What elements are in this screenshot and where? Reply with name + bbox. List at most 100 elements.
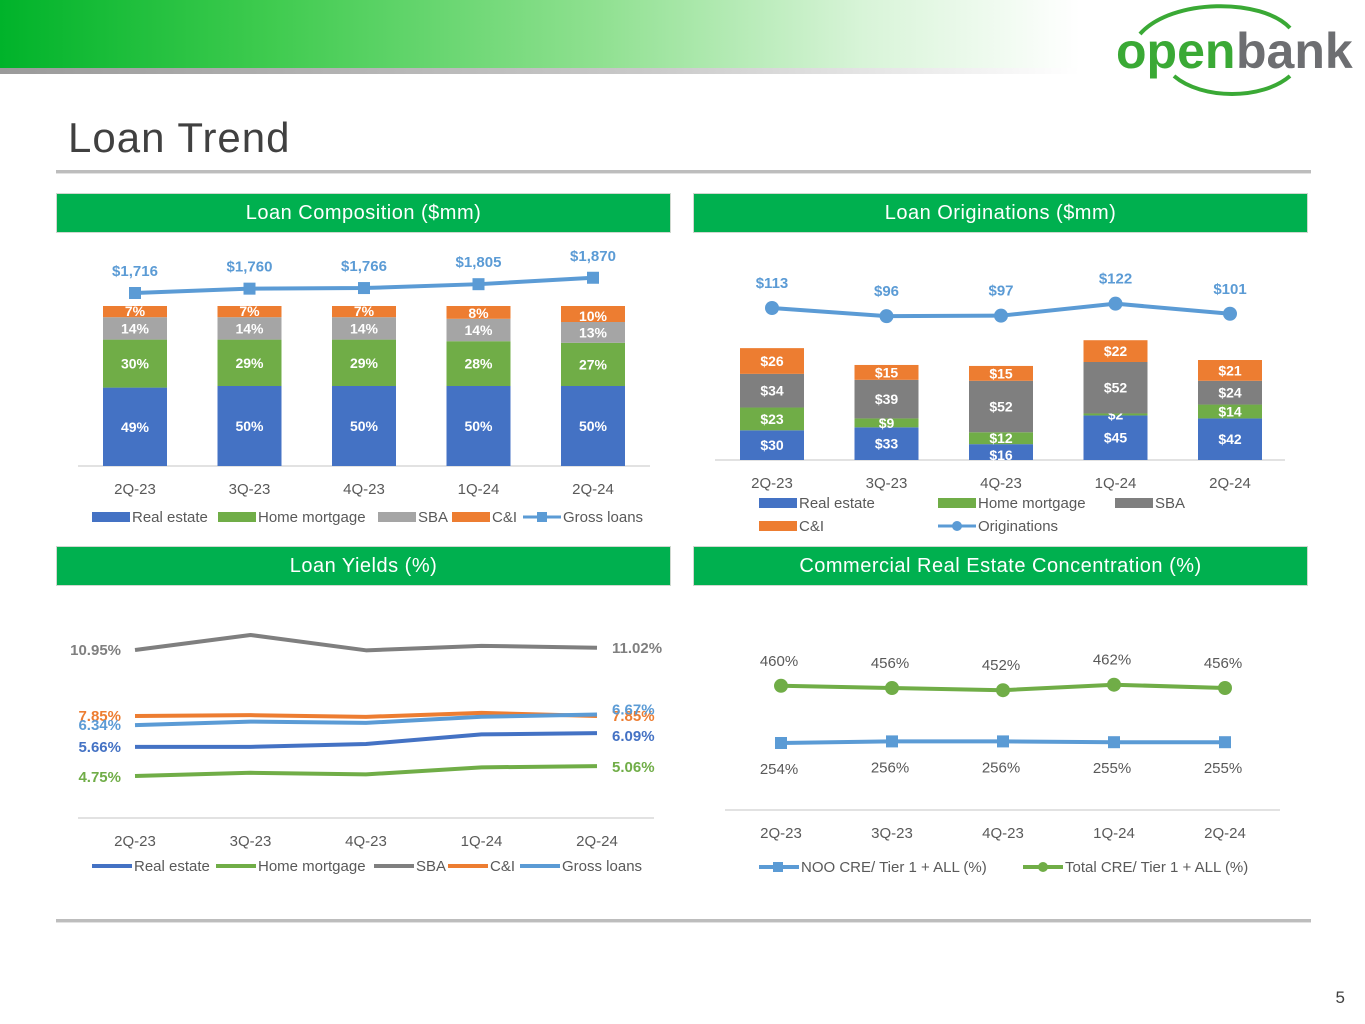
total-cre-marker — [1218, 681, 1232, 695]
bar-c-i-3q-23 — [217, 306, 282, 318]
bar-label-sba-4q-23: $52 — [989, 399, 1013, 415]
bar-label-sba-2q-24: $24 — [1218, 385, 1242, 401]
bar-label-sba-3q-23: $39 — [875, 391, 899, 407]
loan-originations-chart: $30 $23 $34 $26 2Q-23 $33 $9 $39 $15 3Q-23 $16$12 $… — [715, 271, 1285, 535]
total-cre-data-label: 462% — [1093, 652, 1131, 669]
slide-number: 5 — [1335, 988, 1345, 1007]
originations-data-label: $122 — [1099, 271, 1132, 288]
x-tick-label: 2Q-23 — [114, 833, 156, 850]
bar-label-home-mortgage-2q-23: $23 — [760, 411, 784, 427]
bar-sba-4q-23 — [332, 317, 396, 340]
c-i-start-label: 7.85% — [78, 708, 121, 725]
legend-label-real-estate: Real estate — [799, 495, 875, 512]
bar-label-sba-2q-24: 13% — [579, 324, 608, 340]
cre-panel-header: Commercial Real Estate Concentration (%) — [693, 546, 1308, 586]
bar-label-real-estate-2q-23: 49% — [121, 419, 150, 435]
bar-label-home-mortgage-2q-24: $14 — [1218, 403, 1242, 419]
noo-cre-data-label: 255% — [1204, 760, 1242, 777]
total-cre-data-label: 456% — [871, 655, 909, 672]
legend-label-gross-loans: Gross loans — [562, 858, 642, 875]
total-cre-marker — [774, 678, 788, 693]
bar-home-mortgage-3q-23 — [854, 418, 919, 428]
loan-composition-chart: 49%30%14%7%2Q-2350%29%14%7%3Q-2350%29%14… — [78, 248, 650, 526]
noo-cre-marker — [1108, 736, 1120, 749]
bar-label-c-i-2q-23: 7% — [125, 303, 146, 319]
x-tick-label: 4Q-23 — [982, 825, 1024, 842]
bar-sba-2q-24 — [561, 322, 625, 343]
bottom-divider — [56, 919, 1311, 923]
bar-c-i-3q-23 — [854, 364, 919, 380]
bar-label-real-estate-2q-23: $30 — [760, 437, 784, 453]
originations-data-label: $101 — [1213, 281, 1246, 298]
legend-label-noo-cre: NOO CRE/ Tier 1 + ALL (%) — [801, 859, 987, 876]
noo-cre-data-label: 254% — [760, 761, 798, 778]
bar-home-mortgage-2q-23 — [103, 339, 167, 388]
originations-data-label: $97 — [988, 283, 1013, 300]
bar-c-i-1q-24 — [446, 306, 511, 319]
bar-label-real-estate-4q-23: $16 — [989, 447, 1013, 463]
bar-real-estate-1q-24 — [1083, 415, 1148, 460]
originations-marker — [994, 308, 1008, 323]
bar-sba-1q-24 — [446, 318, 511, 342]
noo-cre-marker — [886, 735, 898, 748]
home-mortgage-end-label: 5.06% — [612, 759, 655, 776]
bar-home-mortgage-4q-23 — [969, 432, 1033, 445]
gross-loans-marker — [129, 287, 141, 299]
x-tick-label: 2Q-24 — [576, 833, 618, 850]
legend-label-c-i: C&I — [799, 518, 824, 535]
bar-label-real-estate-2q-24: $42 — [1218, 431, 1242, 447]
total-cre-data-label: 456% — [1204, 655, 1242, 672]
bar-real-estate-4q-23 — [332, 386, 396, 466]
bar-home-mortgage-2q-23 — [740, 407, 804, 431]
gross-loans-yield-line — [134, 712, 598, 728]
x-tick-label: 3Q-23 — [866, 475, 908, 492]
sba-yield-line — [134, 632, 598, 653]
x-tick-label: 2Q-24 — [1204, 825, 1246, 842]
bar-label-home-mortgage-2q-23: 30% — [121, 356, 150, 372]
x-tick-label: 1Q-24 — [1093, 825, 1135, 842]
x-tick-label: 2Q-24 — [572, 481, 614, 498]
bar-label-c-i-2q-24: 10% — [579, 308, 608, 324]
bar-label-real-estate-3q-23: $33 — [875, 436, 899, 452]
bar-label-real-estate-1q-24: $45 — [1104, 430, 1128, 446]
legend-label-gross-loans: Gross loans — [563, 509, 643, 526]
bar-home-mortgage-2q-24 — [561, 342, 625, 386]
logo-arc-top — [1138, 4, 1292, 36]
legend-swatch-real-estate — [759, 498, 797, 508]
bar-c-i-2q-24 — [1198, 360, 1262, 381]
x-tick-label: 2Q-23 — [760, 825, 802, 842]
bar-home-mortgage-3q-23 — [217, 339, 282, 386]
legend-marker-originations — [952, 521, 962, 531]
title-divider — [56, 170, 1311, 174]
bar-label-real-estate-2q-24: 50% — [579, 418, 608, 434]
bar-sba-1q-24 — [1083, 361, 1148, 414]
legend-swatch-home-mortgage — [938, 498, 976, 508]
bar-sba-3q-23 — [217, 317, 282, 340]
real-estate-start-label: 5.66% — [78, 739, 121, 756]
legend-label-home-mortgage: Home mortgage — [978, 495, 1086, 512]
originations-marker — [1108, 296, 1123, 311]
legend-label-total-cre: Total CRE/ Tier 1 + ALL (%) — [1065, 859, 1248, 876]
c-i-yield-line — [134, 710, 598, 719]
bar-real-estate-3q-23 — [854, 427, 919, 460]
x-tick-label: 2Q-23 — [751, 475, 793, 492]
page-title: Loan Trend — [68, 114, 291, 161]
noo-cre-data-label: 256% — [982, 759, 1020, 776]
noo-cre-marker — [775, 737, 787, 749]
composition-panel-header: Loan Composition ($mm) — [56, 193, 671, 233]
bar-c-i-2q-23 — [740, 348, 804, 374]
legend-label-sba: SBA — [418, 509, 448, 526]
bar-label-sba-1q-24: 14% — [464, 322, 493, 338]
x-tick-label: 3Q-23 — [229, 481, 271, 498]
legend-label-sba: SBA — [1155, 495, 1185, 512]
bar-label-home-mortgage-4q-23: 29% — [350, 355, 379, 371]
header-banner — [0, 0, 1080, 68]
bar-label-real-estate-1q-24: 50% — [464, 418, 493, 434]
bar-label-sba-3q-23: 14% — [235, 320, 264, 336]
bar-real-estate-2q-23 — [103, 387, 167, 466]
bar-label-home-mortgage-3q-23: $9 — [879, 415, 895, 431]
gross-loans-data-label: $1,766 — [341, 258, 387, 275]
bar-label-sba-1q-24: $52 — [1104, 380, 1128, 396]
x-tick-label: 4Q-23 — [343, 481, 385, 498]
legend-swatch-home-mortgage — [218, 512, 256, 522]
